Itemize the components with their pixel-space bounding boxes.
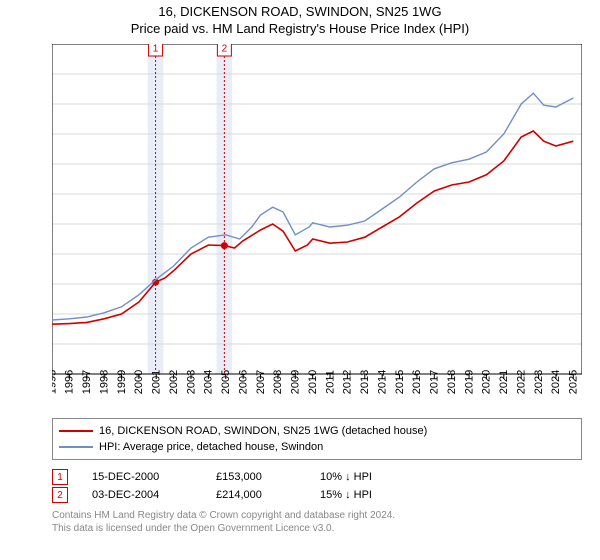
- sale-diff: 10% ↓ HPI: [320, 471, 400, 483]
- sale-price: £153,000: [216, 471, 296, 483]
- price-chart: £0£50K£100K£150K£200K£250K£300K£350K£400…: [52, 44, 582, 414]
- sale-diff: 15% ↓ HPI: [320, 489, 400, 501]
- legend-label-property: 16, DICKENSON ROAD, SWINDON, SN25 1WG (d…: [99, 425, 427, 437]
- sales-table: 1 15-DEC-2000 £153,000 10% ↓ HPI 2 03-DE…: [52, 468, 582, 504]
- svg-text:2013: 2013: [359, 370, 371, 394]
- svg-text:2006: 2006: [237, 370, 249, 394]
- svg-text:2019: 2019: [463, 370, 475, 394]
- svg-text:2003: 2003: [185, 370, 197, 394]
- svg-text:2001: 2001: [151, 370, 163, 394]
- svg-text:2: 2: [222, 44, 228, 55]
- page-title-line1: 16, DICKENSON ROAD, SWINDON, SN25 1WG: [0, 4, 600, 19]
- legend-label-hpi: HPI: Average price, detached house, Swin…: [99, 441, 323, 453]
- sale-row: 2 03-DEC-2004 £214,000 15% ↓ HPI: [52, 486, 582, 504]
- svg-text:2020: 2020: [481, 370, 493, 394]
- sale-marker-icon: 1: [52, 469, 68, 485]
- footer-line1: Contains HM Land Registry data © Crown c…: [52, 510, 582, 523]
- svg-text:2005: 2005: [220, 370, 232, 394]
- svg-text:2016: 2016: [411, 370, 423, 394]
- svg-text:2024: 2024: [550, 370, 562, 394]
- svg-text:2000: 2000: [133, 370, 145, 394]
- svg-text:2010: 2010: [307, 370, 319, 394]
- svg-text:1999: 1999: [116, 370, 128, 394]
- svg-text:1997: 1997: [81, 370, 93, 394]
- svg-text:2009: 2009: [290, 370, 302, 394]
- chart-legend: 16, DICKENSON ROAD, SWINDON, SN25 1WG (d…: [52, 418, 582, 460]
- sale-date: 03-DEC-2004: [92, 489, 192, 501]
- sale-marker-icon: 2: [52, 487, 68, 503]
- svg-text:2002: 2002: [168, 370, 180, 394]
- page-title-line2: Price paid vs. HM Land Registry's House …: [0, 21, 600, 36]
- svg-text:2023: 2023: [533, 370, 545, 394]
- svg-text:2008: 2008: [272, 370, 284, 394]
- svg-text:2022: 2022: [515, 370, 527, 394]
- sale-row: 1 15-DEC-2000 £153,000 10% ↓ HPI: [52, 468, 582, 486]
- legend-swatch-property: [59, 430, 93, 432]
- svg-text:2004: 2004: [203, 370, 215, 394]
- sale-price: £214,000: [216, 489, 296, 501]
- svg-text:2017: 2017: [429, 370, 441, 394]
- legend-row-property: 16, DICKENSON ROAD, SWINDON, SN25 1WG (d…: [59, 423, 575, 439]
- svg-text:1998: 1998: [98, 370, 110, 394]
- sale-date: 15-DEC-2000: [92, 471, 192, 483]
- svg-text:1996: 1996: [64, 370, 76, 394]
- svg-text:2012: 2012: [342, 370, 354, 394]
- svg-text:1995: 1995: [52, 370, 58, 394]
- svg-text:2014: 2014: [376, 370, 388, 394]
- svg-text:2007: 2007: [255, 370, 267, 394]
- svg-text:2025: 2025: [568, 370, 580, 394]
- footer-attribution: Contains HM Land Registry data © Crown c…: [52, 510, 582, 535]
- footer-line2: This data is licensed under the Open Gov…: [52, 523, 582, 536]
- legend-row-hpi: HPI: Average price, detached house, Swin…: [59, 439, 575, 455]
- svg-text:1: 1: [153, 44, 159, 55]
- svg-text:2015: 2015: [394, 370, 406, 394]
- svg-text:2018: 2018: [446, 370, 458, 394]
- svg-text:2021: 2021: [498, 370, 510, 394]
- legend-swatch-hpi: [59, 446, 93, 448]
- svg-text:2011: 2011: [324, 370, 336, 394]
